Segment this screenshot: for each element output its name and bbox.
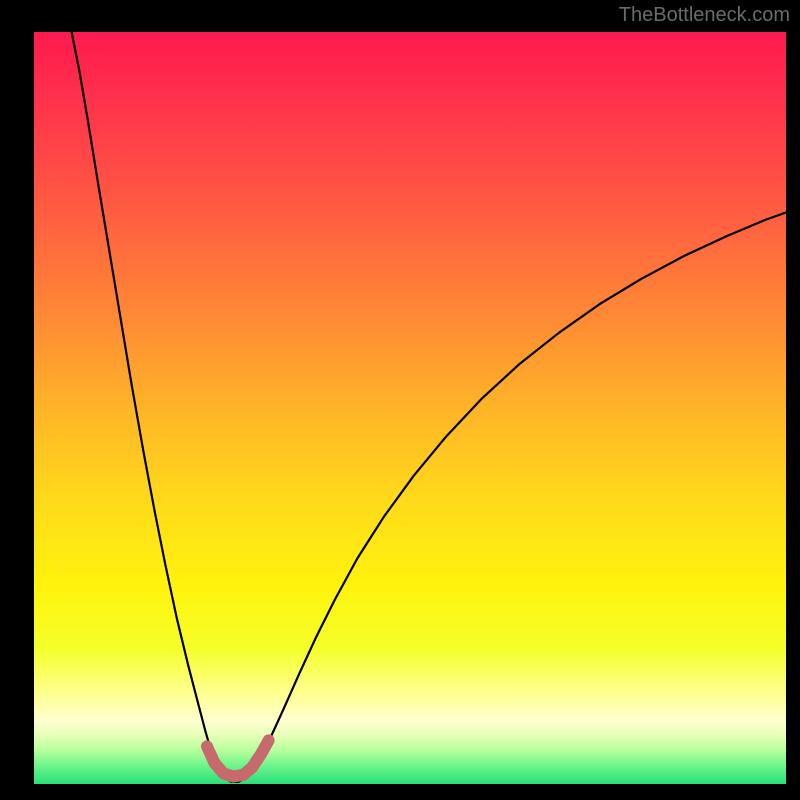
- chart-svg: [34, 32, 786, 784]
- chart-plot-area: [34, 32, 786, 784]
- watermark-text: TheBottleneck.com: [619, 4, 790, 27]
- chart-background: [34, 32, 786, 784]
